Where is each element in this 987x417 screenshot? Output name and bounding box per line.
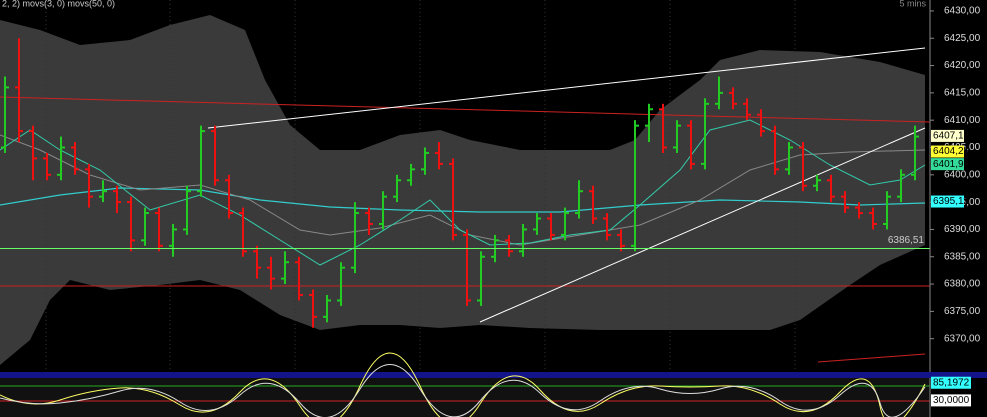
y-tick-label: 6415,00	[944, 88, 981, 99]
trend-line	[817, 353, 926, 363]
price-tag	[931, 129, 964, 142]
price-tag-label: 6407,12	[933, 131, 970, 142]
y-tick-label: 6430,00	[944, 6, 981, 17]
price-tag-label: 6401,95	[933, 159, 970, 170]
price-tag-label: 6395,11	[933, 196, 969, 207]
oscillator-tag-label: 30,0000	[933, 395, 970, 406]
price-tag	[931, 145, 964, 158]
oscillator-line	[0, 352, 926, 417]
moving-average-short	[0, 119, 926, 266]
price-tag	[931, 158, 964, 171]
oscillator-tag	[931, 376, 971, 389]
price-tag	[931, 195, 964, 208]
oscillator-signal	[0, 364, 926, 417]
y-tick-label: 6375,00	[944, 306, 981, 317]
trend-line	[479, 127, 926, 323]
y-tick-label: 6400,00	[944, 169, 981, 180]
y-tick-label: 6380,00	[944, 279, 981, 290]
y-tick-label: 6385,00	[944, 251, 981, 262]
resistance-line	[0, 96, 931, 123]
price-tag-label: 6404,26	[933, 146, 970, 157]
indicator-header: 2, 2) movs(3, 0) movs(50, 0)	[2, 0, 115, 8]
y-tick-label: 6420,00	[944, 60, 981, 71]
y-tick-label: 6410,00	[944, 115, 981, 126]
trend-line	[207, 47, 926, 129]
level-label: 6386,51	[888, 235, 925, 246]
y-tick-label: 6370,00	[944, 333, 981, 344]
oscillator-tag	[931, 394, 971, 407]
oscillator-panel	[0, 378, 930, 417]
oscillator-tag-label: 85,1972	[933, 377, 970, 388]
bollinger-band	[0, 15, 925, 365]
moving-average-mid	[0, 134, 926, 246]
y-tick-label: 6390,00	[944, 224, 981, 235]
y-tick-label: 6425,00	[944, 33, 981, 44]
interval: 5 mins	[899, 0, 926, 8]
axis-background	[930, 0, 987, 372]
panel-separator	[0, 372, 987, 378]
